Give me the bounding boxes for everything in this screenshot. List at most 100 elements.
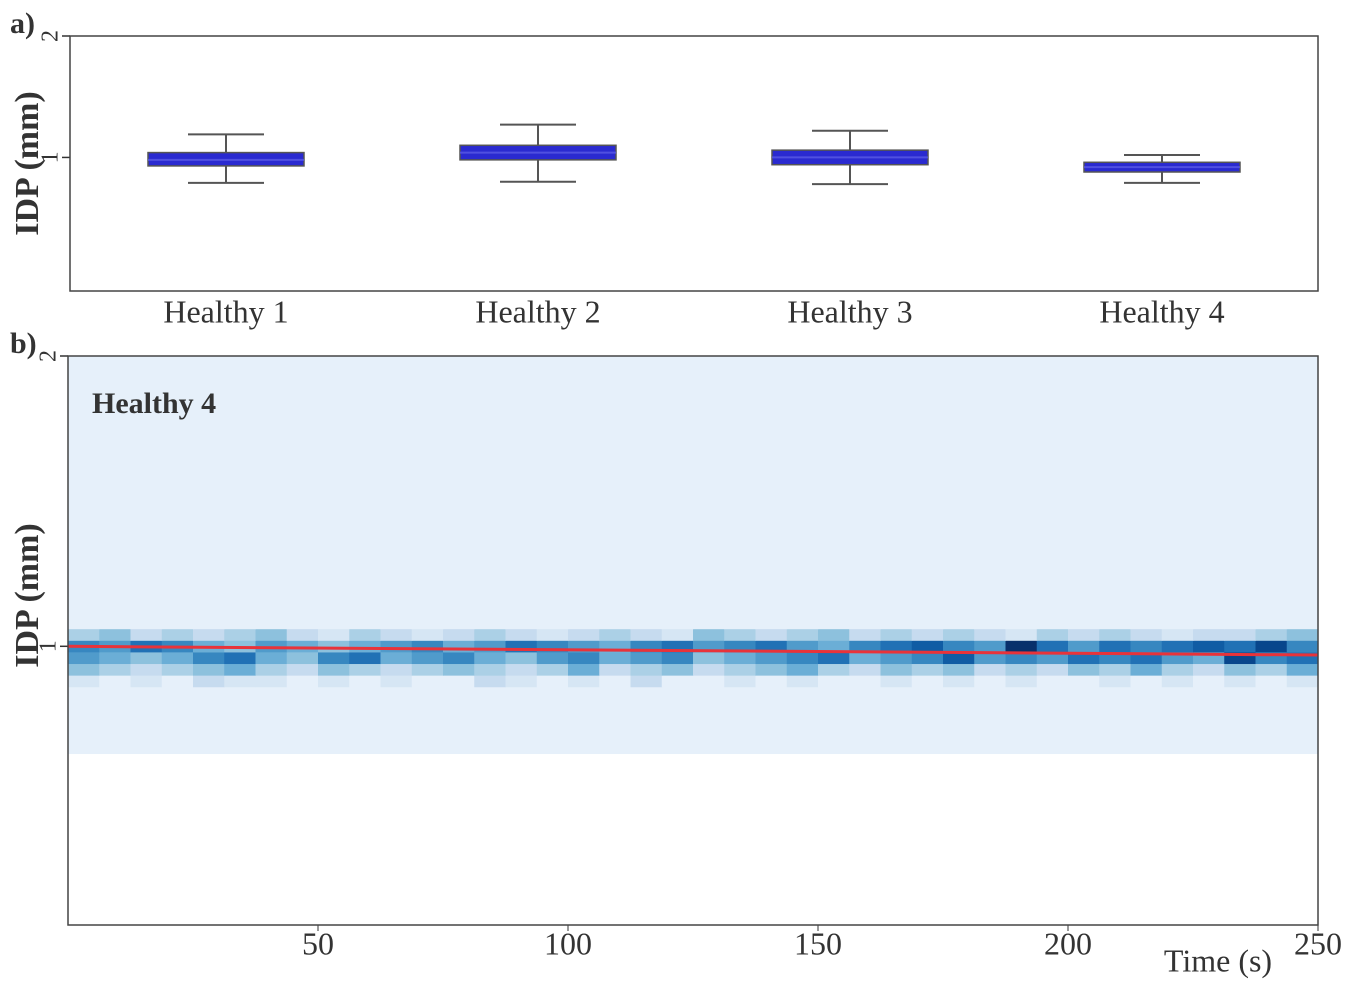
heat-cell xyxy=(599,628,631,641)
heat-cell xyxy=(68,652,100,665)
heat-cell xyxy=(849,652,881,665)
y-tick-label: 2 xyxy=(38,30,64,42)
heat-cell xyxy=(974,686,1006,755)
heat-cell xyxy=(443,663,475,676)
heat-cell xyxy=(911,628,944,641)
heat-cell xyxy=(1193,640,1225,653)
heat-cell xyxy=(1286,686,1319,755)
heat-cell xyxy=(661,686,694,755)
y-tick-label: 1 xyxy=(38,151,64,163)
x-tick-label: Healthy 4 xyxy=(1099,293,1224,329)
x-tick-label: Healthy 1 xyxy=(163,293,288,329)
heat-cell xyxy=(474,686,506,755)
heat-cell xyxy=(380,640,413,653)
heat-cell xyxy=(1036,628,1069,641)
heat-cell xyxy=(1193,628,1225,641)
heat-cell xyxy=(1130,356,1163,630)
y-tick-label: 2 xyxy=(36,350,62,362)
heat-cell xyxy=(286,628,319,641)
heat-cell xyxy=(224,628,256,641)
heat-cell xyxy=(505,640,538,653)
heat-cell xyxy=(661,675,694,688)
heat-cell xyxy=(693,640,725,653)
heat-cell xyxy=(630,640,663,653)
heat-cell xyxy=(380,663,413,676)
heat-cell xyxy=(786,663,819,676)
heat-cell xyxy=(630,686,663,755)
heat-cell xyxy=(68,675,100,688)
heat-cell xyxy=(1005,663,1038,676)
heat-cell xyxy=(661,640,694,653)
heat-cell xyxy=(1099,686,1131,755)
heat-cell xyxy=(974,356,1006,630)
heat-cell xyxy=(1255,686,1288,755)
y-tick-label: 1 xyxy=(36,640,62,652)
heat-cell xyxy=(1036,652,1069,665)
heat-cell xyxy=(349,628,381,641)
heat-cell xyxy=(1224,628,1256,641)
heat-cell xyxy=(1068,686,1100,755)
heat-cell xyxy=(818,640,850,653)
heat-cell xyxy=(286,675,319,688)
heat-cell xyxy=(318,663,350,676)
heat-cell xyxy=(474,663,506,676)
trend-line xyxy=(67,644,1319,657)
heat-cell xyxy=(68,686,100,755)
heat-cell xyxy=(1130,640,1163,653)
heat-cell xyxy=(599,356,631,630)
x-tick-label: 250 xyxy=(1294,925,1342,961)
heat-cell xyxy=(536,675,569,688)
annotation: Healthy 4 xyxy=(92,387,216,420)
heat-cell xyxy=(1099,663,1131,676)
heat-cell xyxy=(1255,652,1288,665)
heat-cell xyxy=(1068,640,1100,653)
heat-cell xyxy=(536,628,569,641)
heat-cell xyxy=(411,628,444,641)
heat-cell xyxy=(786,675,819,688)
heat-cell xyxy=(786,652,819,665)
heat-cell xyxy=(1036,663,1069,676)
heat-cell xyxy=(943,663,975,676)
heat-cell xyxy=(1161,628,1194,641)
heat-cell xyxy=(724,663,756,676)
x-tick-label: Healthy 3 xyxy=(787,293,912,329)
heat-cell xyxy=(130,628,163,641)
heat-cell xyxy=(755,663,788,676)
heat-cell xyxy=(349,663,381,676)
heat-cell xyxy=(1005,640,1038,653)
heat-cell xyxy=(99,628,131,641)
heat-cell xyxy=(818,663,850,676)
heat-cell xyxy=(536,356,569,630)
heat-cell xyxy=(1099,640,1131,653)
heat-cell xyxy=(99,356,131,630)
heat-cell xyxy=(693,628,725,641)
heat-cell xyxy=(693,652,725,665)
heat-cell xyxy=(911,356,944,630)
heat-cell xyxy=(974,652,1006,665)
heat-cell xyxy=(1036,675,1069,688)
heat-cell xyxy=(599,675,631,688)
heat-cell xyxy=(1005,652,1038,665)
heat-cell xyxy=(1286,356,1319,630)
heat-cell xyxy=(943,640,975,653)
heat-cell xyxy=(1099,652,1131,665)
heat-cell xyxy=(568,652,600,665)
heat-cell xyxy=(536,663,569,676)
heat-cell xyxy=(818,356,850,630)
heat-cell xyxy=(880,356,913,630)
heat-cell xyxy=(880,675,913,688)
heat-cell xyxy=(630,652,663,665)
heat-cell xyxy=(130,675,163,688)
heat-cell xyxy=(661,356,694,630)
heat-cell xyxy=(911,652,944,665)
heat-cell xyxy=(443,356,475,630)
heat-cell xyxy=(1193,652,1225,665)
heat-cell xyxy=(411,652,444,665)
heat-cell xyxy=(974,675,1006,688)
heat-cell xyxy=(380,356,413,630)
heat-cell xyxy=(318,686,350,755)
heat-cell xyxy=(1255,663,1288,676)
heat-cell xyxy=(380,686,413,755)
plot-frame xyxy=(67,355,1319,926)
